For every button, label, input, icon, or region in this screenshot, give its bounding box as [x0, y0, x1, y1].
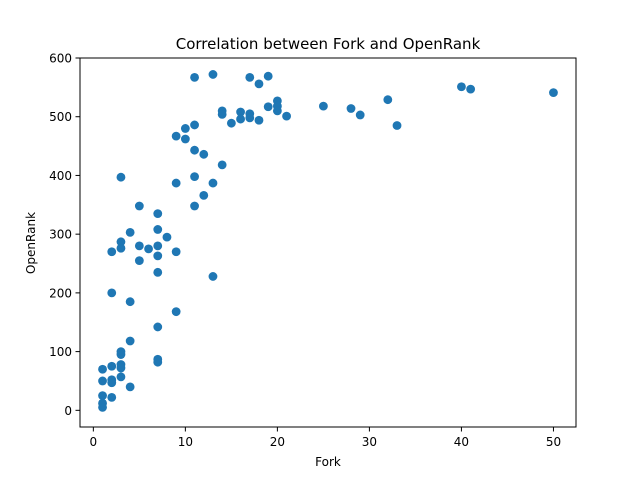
- data-points: [98, 70, 558, 412]
- data-point: [116, 350, 126, 359]
- x-tick-label: 20: [270, 435, 285, 449]
- x-tick-label: 0: [90, 435, 98, 449]
- x-axis-label: Fork: [315, 455, 341, 469]
- y-tick-label: 200: [49, 286, 72, 300]
- data-point: [254, 115, 264, 125]
- data-point: [116, 372, 126, 382]
- data-point: [199, 149, 209, 159]
- data-point: [134, 256, 144, 265]
- data-point: [254, 79, 264, 89]
- y-tick-label: 400: [49, 169, 72, 183]
- x-tick-label: 50: [546, 435, 561, 449]
- y-tick-label: 0: [64, 404, 72, 418]
- data-point: [236, 114, 245, 124]
- data-point: [125, 297, 135, 307]
- data-point: [153, 209, 163, 219]
- data-point: [125, 336, 135, 346]
- data-point: [162, 232, 172, 242]
- data-point: [98, 402, 107, 412]
- data-point: [199, 191, 209, 200]
- data-point: [98, 391, 107, 401]
- data-point: [383, 95, 393, 105]
- data-point: [190, 120, 199, 130]
- data-point: [134, 241, 144, 251]
- data-point: [107, 361, 117, 371]
- data-point: [116, 243, 126, 253]
- y-tick-label: 100: [49, 345, 72, 359]
- data-point: [217, 109, 227, 119]
- y-axis-label: OpenRank: [24, 212, 38, 274]
- data-point: [180, 124, 190, 133]
- data-point: [549, 88, 558, 98]
- data-point: [125, 228, 135, 237]
- x-tick-label: 10: [178, 435, 193, 449]
- data-point: [116, 172, 126, 182]
- data-point: [134, 201, 144, 211]
- data-point: [171, 131, 181, 141]
- data-point: [153, 322, 163, 332]
- data-point: [171, 178, 181, 188]
- data-point: [153, 225, 163, 234]
- data-point: [272, 106, 282, 116]
- data-point: [171, 307, 181, 317]
- data-point: [98, 376, 107, 386]
- data-point: [236, 107, 245, 117]
- y-tick-label: 600: [49, 52, 72, 66]
- data-point: [245, 113, 255, 123]
- data-point: [346, 104, 356, 113]
- data-point: [107, 393, 117, 402]
- data-point: [208, 178, 218, 188]
- data-point: [355, 110, 365, 120]
- data-point: [208, 272, 218, 281]
- data-point: [153, 357, 163, 367]
- data-point: [171, 247, 181, 257]
- data-point: [466, 84, 476, 94]
- data-point: [107, 378, 117, 388]
- data-point: [263, 102, 273, 112]
- data-point: [190, 172, 199, 182]
- data-point: [98, 364, 107, 374]
- data-point: [153, 267, 163, 277]
- data-point: [217, 160, 227, 170]
- data-point: [208, 70, 218, 79]
- data-point: [319, 101, 328, 111]
- data-point: [144, 244, 153, 254]
- chart-title: Correlation between Fork and OpenRank: [176, 35, 481, 53]
- data-point: [245, 72, 255, 82]
- data-point: [153, 251, 163, 261]
- plot-frame: [79, 57, 577, 428]
- data-point: [457, 82, 466, 92]
- data-point: [190, 72, 199, 82]
- data-point: [263, 71, 273, 81]
- y-tick-label: 500: [49, 110, 72, 124]
- data-point: [107, 247, 117, 257]
- data-point: [116, 363, 126, 373]
- data-point: [116, 237, 126, 247]
- data-point: [107, 288, 117, 298]
- x-tick-label: 40: [454, 435, 469, 449]
- data-point: [190, 201, 199, 211]
- data-point: [180, 134, 190, 144]
- data-point: [392, 121, 402, 130]
- data-point: [226, 118, 236, 128]
- data-point: [282, 111, 291, 121]
- data-point: [125, 382, 135, 392]
- data-point: [153, 241, 163, 251]
- y-tick-label: 300: [49, 228, 72, 242]
- x-tick-label: 30: [362, 435, 377, 449]
- data-point: [190, 145, 199, 155]
